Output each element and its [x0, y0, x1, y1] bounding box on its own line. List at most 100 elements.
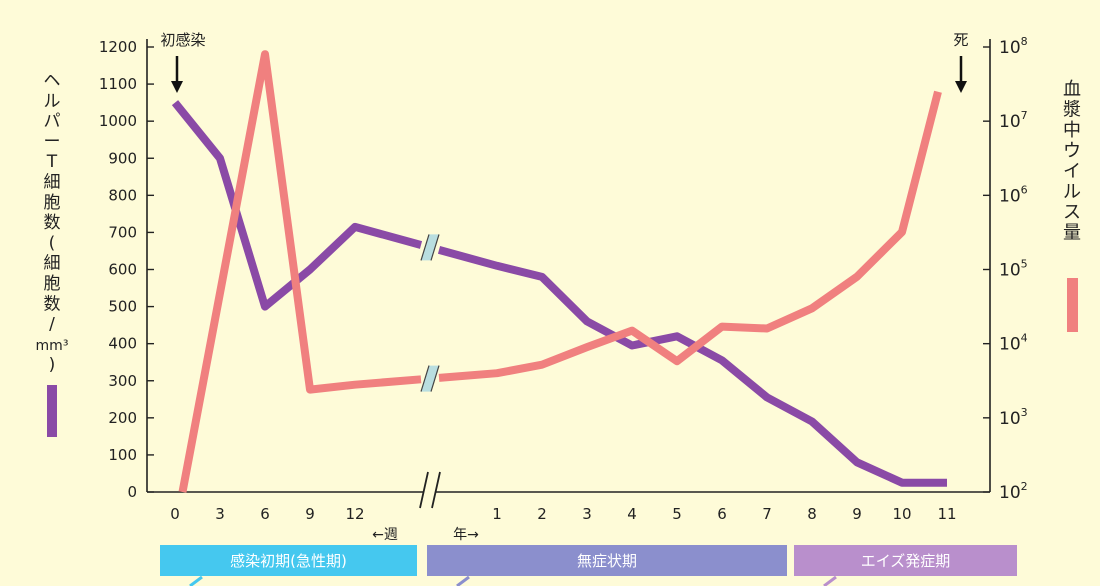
left-axis-label-char: 胞 [44, 274, 61, 294]
left-axis-label-char: ) [49, 355, 56, 375]
left-axis-label-char: パ [44, 112, 61, 132]
right-axis-label-char: 血 [1063, 79, 1081, 100]
right-axis-label-char: ル [1063, 182, 1081, 203]
x-tick-label-year: 7 [762, 505, 772, 523]
x-axis-break-mark [419, 471, 429, 509]
right-tick-exponent: 8 [1021, 35, 1028, 48]
phase-label-1: 感染初期(急性期) [230, 552, 347, 570]
right-tick-base: 10 [999, 261, 1021, 281]
left-tick-label: 700 [108, 223, 137, 241]
phase-label-3: エイズ発症期 [861, 552, 951, 570]
right-tick-label: 106 [999, 183, 1028, 206]
left-axis-label-char: 細 [44, 173, 61, 193]
x-tick-label-week: 3 [215, 505, 225, 523]
death-annotation: 死 [953, 31, 968, 49]
left-axis-label-char: mm³ [36, 338, 69, 354]
phase-pointer-3 [823, 575, 837, 586]
x-tick-label-year: 10 [892, 505, 911, 523]
left-tick-label: 0 [127, 483, 137, 501]
left-axis-label-char: 数 [44, 294, 61, 314]
left-tick-label: 1100 [99, 75, 137, 93]
x-axis-break-gap [420, 472, 440, 508]
right-axis-label-char: 漿 [1063, 100, 1081, 121]
right-tick-base: 10 [999, 186, 1021, 206]
right-axis-label-char: 量 [1063, 223, 1081, 244]
viral-load-line-segment-2 [438, 90, 942, 382]
x-axis-weeks-label: ←週 [372, 527, 398, 543]
right-tick-base: 10 [999, 335, 1021, 355]
left-tick-label: 600 [108, 261, 137, 279]
x-tick-label-week: 12 [345, 505, 364, 523]
right-tick-exponent: 6 [1021, 183, 1028, 196]
left-axis-label-char: T [46, 152, 58, 172]
left-tick-label: 900 [108, 149, 137, 167]
left-tick-label: 500 [108, 298, 137, 316]
left-tick-label: 1000 [99, 112, 137, 130]
phase-band-1 [160, 545, 417, 576]
x-tick-label-year: 3 [582, 505, 592, 523]
x-axis-break-mark [431, 471, 441, 509]
break-mark-edge [430, 365, 440, 392]
x-tick-label-week: 0 [170, 505, 180, 523]
death-arrow-head-icon [955, 81, 967, 93]
right-tick-label: 105 [999, 258, 1028, 281]
break-mark-edge [430, 234, 440, 261]
right-tick-exponent: 7 [1021, 109, 1028, 122]
right-axis-label-char: 中 [1063, 120, 1081, 141]
cd4-line-break-marker [421, 234, 439, 261]
left-axis-label-char: 数 [44, 213, 61, 233]
right-axis-label-char: ス [1063, 202, 1081, 223]
right-tick-label: 103 [999, 406, 1028, 429]
right-tick-base: 10 [999, 409, 1021, 429]
x-tick-label-year: 9 [852, 505, 862, 523]
x-tick-label-year: 8 [807, 505, 817, 523]
right-tick-base: 10 [999, 483, 1021, 503]
infection-annotation: 初感染 [160, 31, 205, 49]
right-tick-label: 108 [999, 35, 1028, 58]
left-tick-label: 200 [108, 409, 137, 427]
x-tick-label-year: 5 [672, 505, 682, 523]
right-tick-exponent: 4 [1021, 332, 1028, 345]
left-tick-label: 800 [108, 186, 137, 204]
left-axis-label-char: / [49, 315, 55, 335]
right-axis-label-char: イ [1063, 161, 1081, 182]
phase-band-3 [794, 545, 1017, 576]
right-tick-base: 10 [999, 112, 1021, 132]
left-axis-label-char: ー [44, 132, 61, 152]
left-tick-label: 300 [108, 372, 137, 390]
right-tick-label: 104 [999, 332, 1028, 355]
phase-band-2 [427, 545, 787, 576]
infection-arrow-head-icon [171, 81, 183, 93]
left-axis-label-char: ( [49, 233, 56, 253]
right-tick-base: 10 [999, 38, 1021, 58]
x-tick-label-week: 9 [305, 505, 315, 523]
right-tick-exponent: 2 [1021, 480, 1028, 493]
cd4-count-line-segment-1 [171, 100, 423, 311]
cd4-legend-swatch [47, 385, 57, 437]
phase-label-2: 無症状期 [577, 552, 637, 570]
phase-pointer-1 [189, 575, 203, 586]
left-axis-label-char: 細 [44, 254, 61, 274]
right-axis-label-char: ウ [1063, 141, 1081, 162]
right-tick-label: 107 [999, 109, 1028, 132]
viral-line-break-marker [421, 365, 439, 392]
break-mark-edge [420, 365, 430, 392]
x-tick-label-year: 2 [537, 505, 547, 523]
x-tick-label-year: 11 [937, 505, 956, 523]
phase-pointer-2 [456, 575, 470, 586]
left-tick-label: 100 [108, 446, 137, 464]
viral-load-line-segment-1 [178, 50, 422, 493]
break-mark-edge [420, 234, 430, 261]
left-tick-label: 400 [108, 335, 137, 353]
x-tick-label-week: 6 [260, 505, 270, 523]
x-tick-label-year: 1 [492, 505, 502, 523]
left-axis-label-char: ル [44, 91, 61, 111]
left-axis-label-char: 胞 [44, 193, 61, 213]
x-tick-label-year: 4 [627, 505, 637, 523]
viral-load-legend-swatch [1067, 278, 1078, 332]
right-tick-exponent: 5 [1021, 258, 1028, 271]
